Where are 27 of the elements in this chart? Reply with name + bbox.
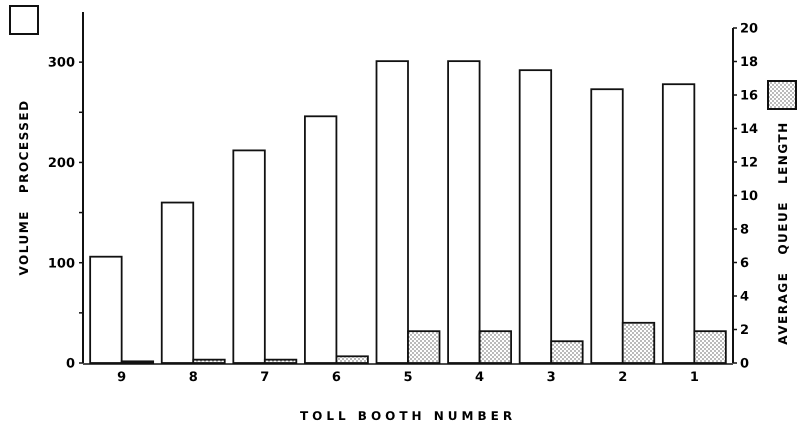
y2-tick-label: 6	[740, 256, 750, 272]
y2-tick-label: 8	[740, 222, 750, 238]
y-axis-title: VOLUME PROCESSED	[17, 99, 31, 276]
x-axis-title: TOLL BOOTH NUMBER	[300, 409, 516, 423]
y2-tick-label: 18	[740, 55, 758, 70]
y2-tick-label: 10	[740, 189, 758, 204]
y2-tick-label: 12	[740, 156, 758, 171]
y2-tick-label: 16	[740, 88, 758, 104]
x-tick-label: 6	[332, 370, 341, 385]
x-tick-label: 9	[117, 370, 126, 385]
x-tick-label: 3	[546, 370, 556, 385]
y-tick-label: 100	[48, 256, 75, 272]
x-tick-label: 5	[403, 370, 413, 385]
y-tick-label: 0	[66, 356, 75, 372]
x-tick-label: 2	[618, 370, 628, 385]
y2-tick-label: 0	[740, 356, 750, 372]
x-tick-label: 4	[475, 370, 484, 385]
y2-tick-label: 14	[740, 122, 758, 138]
y2-tick-label: 20	[740, 22, 758, 37]
y2-tick-label: 2	[740, 323, 750, 338]
x-tick-label: 8	[188, 370, 198, 385]
x-tick-label: 1	[690, 370, 699, 385]
y2-axis-title: AVERAGE QUEUE LENGTH	[776, 121, 790, 345]
x-tick-label: 7	[260, 370, 270, 385]
y-tick-label: 300	[48, 56, 75, 71]
y-tick-label: 200	[48, 156, 75, 171]
y2-tick-label: 4	[740, 290, 750, 305]
